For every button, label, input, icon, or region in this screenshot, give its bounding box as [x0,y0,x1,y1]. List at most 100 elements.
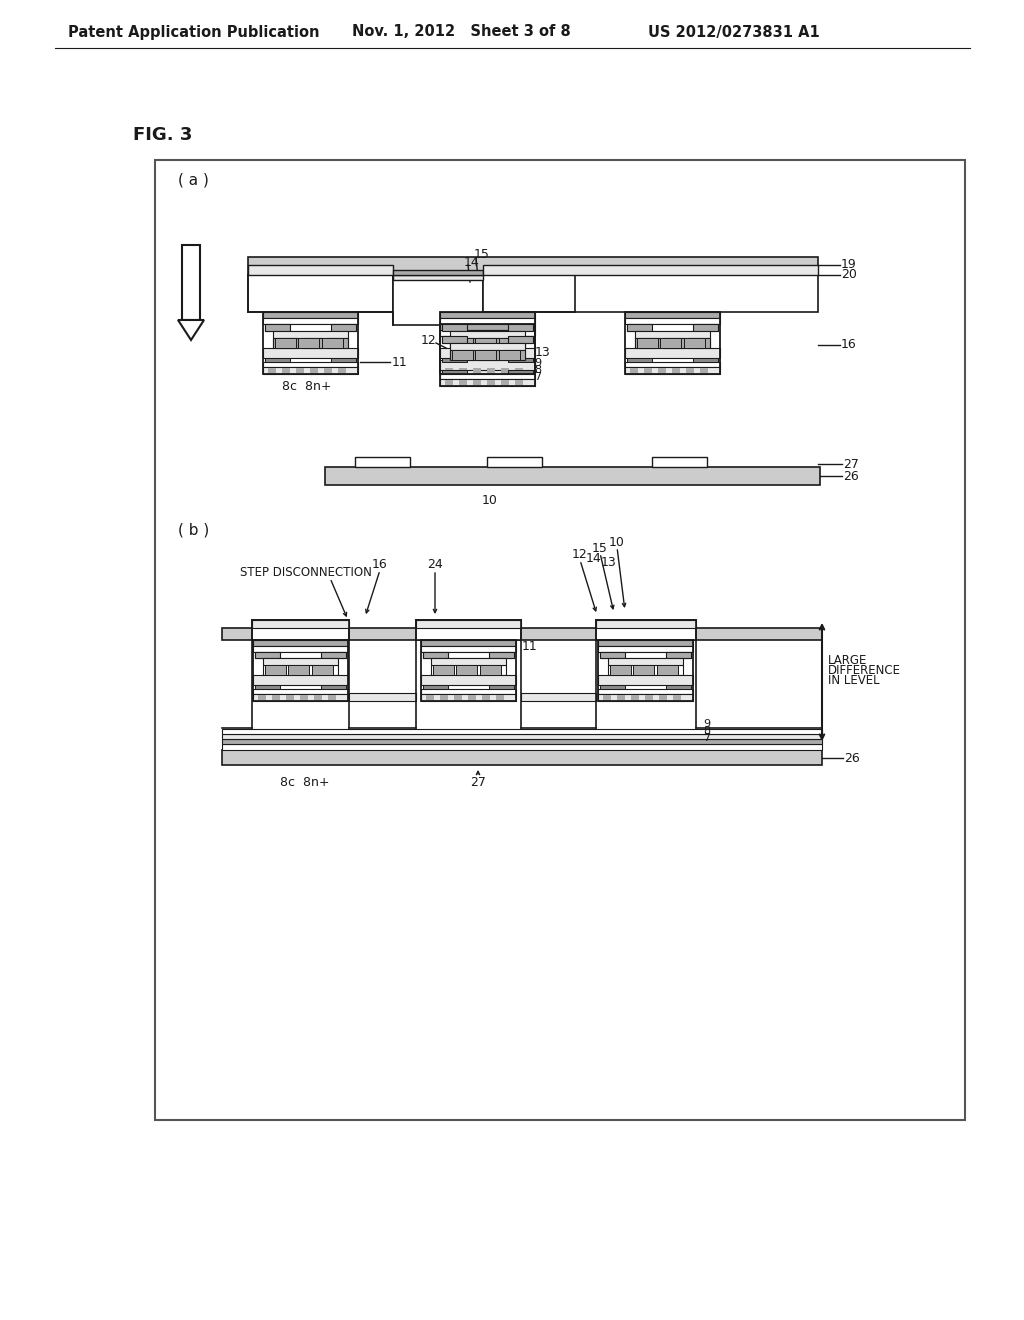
Bar [660,338,681,348]
Bar [684,338,705,348]
Bar [625,318,720,323]
Bar [515,368,523,374]
Bar [450,350,525,360]
Bar [258,696,266,700]
Bar [440,312,535,374]
Bar [255,685,280,689]
Text: 20: 20 [841,268,857,281]
Bar [452,350,473,360]
Bar [610,665,631,675]
Text: 26: 26 [844,751,860,764]
Bar [440,330,535,337]
Bar [324,368,332,374]
Bar [393,275,483,280]
Bar [693,323,718,331]
Bar [273,338,348,348]
Bar [600,652,691,657]
Bar [268,368,276,374]
Bar [598,694,693,701]
Text: Nov. 1, 2012   Sheet 3 of 8: Nov. 1, 2012 Sheet 3 of 8 [352,25,570,40]
Bar [416,620,521,640]
Text: 9: 9 [534,358,541,368]
Bar [598,689,693,694]
Bar [508,323,534,331]
Text: 7: 7 [703,733,710,743]
Bar [637,338,658,348]
Bar [480,665,501,675]
Bar [253,675,348,685]
Text: 10: 10 [609,536,625,549]
Bar [478,350,500,360]
Bar [263,665,338,675]
Bar [255,652,280,657]
Bar [442,323,534,331]
Bar [263,348,358,358]
Bar [252,620,349,628]
Bar [312,665,333,675]
Bar [596,620,696,628]
Bar [416,620,521,628]
Bar [625,312,720,318]
Bar [487,368,495,374]
Bar [263,312,358,318]
Bar [248,265,393,275]
Bar [321,685,346,689]
Bar [331,358,356,362]
Bar [501,380,509,385]
Bar [252,620,349,640]
Bar [431,657,506,665]
Text: DIFFERENCE: DIFFERENCE [828,664,901,676]
Bar [508,370,534,374]
Bar [265,358,290,362]
Bar [445,380,453,385]
Bar [265,323,356,331]
Bar [600,685,625,689]
Bar [625,362,720,367]
Bar [155,160,965,1119]
Bar [666,685,691,689]
Bar [631,696,639,700]
Bar [456,665,477,675]
Text: 14: 14 [464,256,480,268]
Text: STEP DISCONNECTION: STEP DISCONNECTION [240,565,372,578]
Bar [644,368,652,374]
Bar [263,312,358,374]
Bar [301,338,323,348]
Bar [440,360,535,370]
Text: 16: 16 [372,558,388,572]
Text: 19: 19 [841,259,857,272]
Bar [440,312,535,318]
Bar [282,368,290,374]
Bar [423,685,449,689]
Bar [598,640,693,701]
Bar [433,665,454,675]
Bar [222,729,822,734]
Text: 16: 16 [841,338,857,351]
Text: LARGE: LARGE [828,653,867,667]
Bar [598,675,693,685]
Bar [645,696,653,700]
Bar [663,338,685,348]
Bar [393,275,483,325]
Bar [633,665,654,675]
Bar [450,350,475,360]
Bar [657,665,678,675]
Bar [627,358,652,362]
Bar [440,323,535,385]
Bar [596,620,696,640]
Bar [182,246,200,319]
Bar [421,689,516,694]
Bar [635,338,660,348]
Bar [442,370,467,374]
Bar [459,380,467,385]
Bar [273,338,298,348]
Bar [693,358,718,362]
Bar [421,640,516,701]
Bar [617,696,625,700]
Bar [608,665,683,675]
Bar [475,338,496,348]
Bar [454,696,462,700]
Bar [473,368,481,374]
Text: 8: 8 [534,366,541,375]
Bar [440,367,535,374]
